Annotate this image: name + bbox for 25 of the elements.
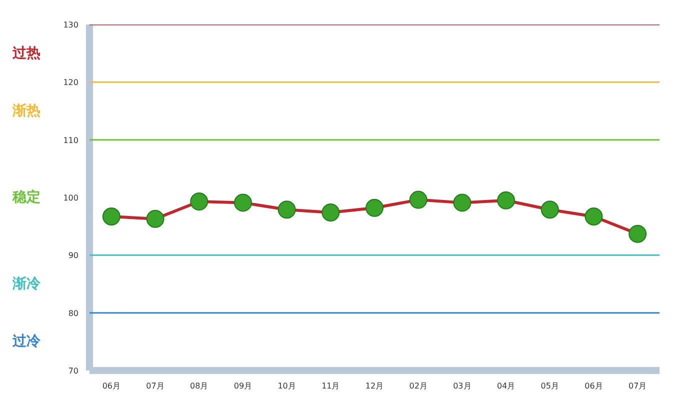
x-tick-label: 08月 — [190, 382, 208, 390]
x-tick-label: 03月 — [453, 382, 472, 390]
text: 过热 — [12, 45, 40, 62]
x-tick-label: 10月 — [278, 382, 296, 390]
x-tick-label: 04月 — [496, 382, 516, 390]
x-tick-label: 05月 — [540, 382, 559, 390]
text: 稳定 — [12, 188, 40, 206]
x-tick-label: 11月 — [322, 382, 340, 390]
y-tick-label: 80 — [68, 308, 79, 318]
x-tick-label: 07月 — [628, 382, 647, 390]
y-tick-label: 130 — [63, 20, 79, 30]
x-tick-label: 06月 — [102, 382, 121, 390]
x-tick-label: 12月 — [365, 382, 384, 390]
text: 过冷 — [12, 334, 42, 350]
y-tick-label: 100 — [63, 194, 79, 202]
text: 渐热 — [12, 103, 40, 119]
x-tick-label: 09月 — [234, 382, 252, 390]
y-tick-label: 70 — [68, 366, 79, 376]
text: 渐冷 — [12, 276, 42, 292]
x-tick-label: 07月 — [146, 382, 164, 390]
x-tick-label: 02月 — [409, 382, 428, 390]
y-tick-label: 90 — [68, 251, 79, 260]
y-tick-label: 120 — [63, 78, 79, 88]
y-tick-label: 110 — [63, 136, 79, 145]
x-tick-label: 06月 — [584, 382, 603, 390]
